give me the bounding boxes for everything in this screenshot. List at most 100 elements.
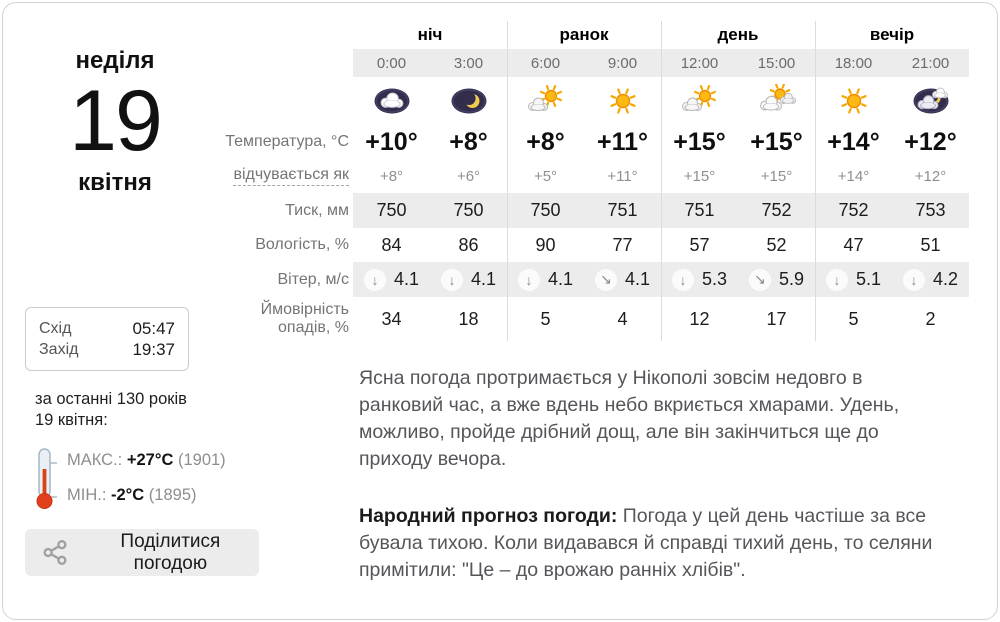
wind-direction-down-icon: ↓ — [671, 268, 694, 291]
day-number: 19 — [69, 73, 163, 169]
climate-records: за останні 130 років 19 квітня: МАКС.: +… — [35, 389, 226, 511]
precipitation-value: 17 — [766, 308, 787, 329]
wind-speed-value: 4.1 — [547, 269, 574, 289]
humidity-label: Вологість, % — [255, 236, 349, 253]
record-max-year: (1901) — [177, 451, 226, 469]
feels-like-label: відчувається як — [153, 159, 349, 193]
humidity-value: 57 — [689, 234, 710, 255]
temperature-value: +15° — [750, 127, 803, 156]
wind-cell: ↘ 4.1 — [584, 262, 661, 297]
pressure-value: 750 — [453, 200, 484, 220]
row-label-empty — [153, 77, 349, 125]
month-label: квітня — [78, 169, 152, 196]
sunrise-label: Схід — [39, 320, 72, 337]
period-день: день — [717, 25, 759, 44]
record-max-value: +27°C — [126, 451, 174, 469]
precipitation-value: 34 — [381, 308, 402, 329]
pressure-value: 751 — [684, 200, 715, 220]
wind-speed-value: 5.1 — [855, 269, 882, 289]
feels-like-value: +14° — [837, 167, 870, 185]
forecast-table: ніч ранок день вечір 0:00 3:00 6:00 9:00 12:00 15… — [153, 21, 969, 341]
wind-direction-down-right-icon: ↘ — [594, 268, 617, 291]
records-intro-line2: 19 квітня: — [35, 411, 108, 429]
hour-cell: 15:00 — [757, 54, 796, 72]
wind-direction-down-icon: ↓ — [363, 268, 386, 291]
forecast-text: Ясна погода протримається у Нікополі зов… — [359, 367, 900, 470]
pressure-value: 752 — [761, 200, 792, 220]
weekday-label: неділя — [75, 47, 155, 74]
temperature-label: Температура, °C — [225, 133, 349, 150]
share-weather-button[interactable]: Поділитися погодою — [25, 529, 259, 576]
icons-row — [153, 77, 969, 125]
precipitation-value: 12 — [689, 308, 710, 329]
hour-cell: 6:00 — [530, 54, 561, 72]
wind-speed-value: 4.1 — [393, 269, 420, 289]
precipitation-value: 2 — [925, 308, 936, 329]
group-divider — [661, 21, 662, 341]
temperature-value: +10° — [365, 127, 418, 156]
precipitation-value: 18 — [458, 308, 479, 329]
period-cells: ніч ранок день вечір — [353, 21, 969, 49]
wind-cell: ↓ 4.1 — [507, 262, 584, 297]
hour-cell: 18:00 — [834, 54, 873, 72]
pressure-value: 752 — [838, 200, 869, 220]
period-ранок: ранок — [559, 25, 609, 44]
record-min-year: (1895) — [148, 486, 197, 504]
wind-cell: ↓ 4.2 — [892, 262, 969, 297]
thermometer-icon — [36, 448, 57, 509]
records-intro-line1: за останні 130 років — [35, 390, 187, 408]
row-cells: +8° +6° +5° +11° +15° +15° +14° +12° — [353, 159, 969, 193]
date-block: неділя 19 квітня — [29, 47, 201, 197]
period-вечір: вечір — [869, 25, 915, 44]
humidity-value: 77 — [612, 234, 633, 255]
row-label-empty — [153, 21, 349, 49]
wind-cell: ↓ 5.1 — [815, 262, 892, 297]
temperature-row: Температура, °C +10° +8° +8° +11° +15° +15° +14… — [153, 125, 969, 159]
precipitation-value: 5 — [848, 308, 859, 329]
folk-forecast-lead: Народний прогноз погоди: — [359, 505, 618, 527]
pressure-value: 753 — [915, 200, 946, 220]
period-ніч: ніч — [417, 25, 443, 44]
group-divider — [507, 21, 508, 341]
pressure-value: 751 — [607, 200, 638, 220]
feels-like-link[interactable]: відчувається як — [233, 166, 349, 186]
folk-forecast-text: Народний прогноз погоди: Погода у цей де… — [359, 503, 951, 584]
sunrise-time: 05:47 — [132, 319, 175, 338]
wind-direction-down-icon: ↓ — [825, 268, 848, 291]
row-cells: 34 18 5 4 12 17 5 2 — [353, 297, 969, 341]
sunset-row: Захід 19:37 — [39, 339, 175, 360]
feels-like-value: +5° — [533, 167, 558, 185]
hour-cell: 12:00 — [680, 54, 719, 72]
pressure-value: 750 — [530, 200, 561, 220]
wind-direction-down-icon: ↓ — [517, 268, 540, 291]
row-cells: +10° +8° +8° +11° +15° +15° +14° +12° — [353, 125, 969, 159]
hours-row: 0:00 3:00 6:00 9:00 12:00 15:00 18:00 21:00 — [153, 49, 969, 77]
feels-like-value: +15° — [683, 167, 716, 185]
sunrise-row: Схід 05:47 — [39, 318, 175, 339]
weather-icon-night-clouds — [892, 77, 969, 125]
humidity-value: 47 — [843, 234, 864, 255]
records-body: МАКС.: +27°C (1901) МІН.: -2°C (1895) — [35, 447, 226, 511]
weather-icon-night-moon — [430, 77, 507, 125]
share-button-label: Поділитися погодою — [120, 530, 221, 574]
hour-cell: 0:00 — [376, 54, 407, 72]
record-max-label: МАКС.: — [67, 451, 123, 469]
humidity-value: 84 — [381, 234, 402, 255]
row-cells: 84 86 90 77 57 52 47 51 — [353, 228, 969, 262]
group-divider — [815, 21, 816, 341]
weather-icon-sun — [584, 77, 661, 125]
feels-like-row: відчувається як +8° +6° +5° +11° +15° +15° +14°… — [153, 159, 969, 193]
wind-direction-down-right-icon: ↘ — [748, 268, 771, 291]
sunset-time: 19:37 — [132, 340, 175, 359]
pressure-row: Тиск, мм 750 750 750 751 751 752 752 753 — [153, 193, 969, 228]
feels-like-value: +15° — [760, 167, 793, 185]
humidity-value: 86 — [458, 234, 479, 255]
humidity-row: Вологість, % 84 86 90 77 57 52 47 51 — [153, 228, 969, 262]
period-header-row: ніч ранок день вечір — [153, 21, 969, 49]
humidity-value: 90 — [535, 234, 556, 255]
precipitation-value: 5 — [540, 308, 551, 329]
feels-like-value: +8° — [379, 167, 404, 185]
weather-icon-sun — [815, 77, 892, 125]
record-min: МІН.: -2°C (1895) — [67, 486, 226, 505]
records-intro: за останні 130 років 19 квітня: — [35, 389, 226, 431]
